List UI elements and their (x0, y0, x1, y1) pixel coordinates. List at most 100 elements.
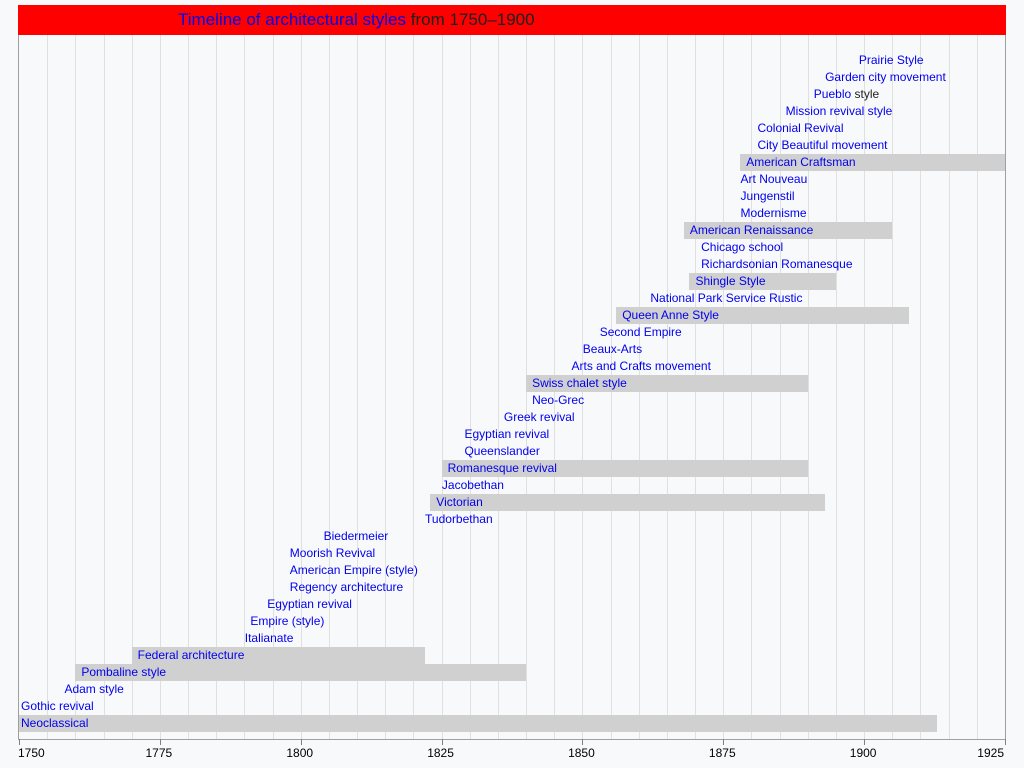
timeline-row: Italianate (239, 630, 240, 647)
timeline-row-label[interactable]: Romanesque revival (448, 460, 557, 477)
timeline-row-label[interactable]: Moorish Revival (290, 545, 375, 562)
timeline-row-label[interactable]: Jungenstil (741, 188, 795, 205)
timeline-row: Swiss chalet style (526, 375, 808, 392)
timeline-row: City Beautiful movement (751, 137, 752, 154)
timeline-row-label[interactable]: Adam style (64, 681, 123, 698)
timeline-row-label[interactable]: Greek revival (504, 409, 575, 426)
timeline-row: Garden city movement (819, 69, 820, 86)
timeline-row: Jungenstil (735, 188, 736, 205)
timeline-row-label[interactable]: Pombaline style (81, 664, 166, 681)
gridline (188, 35, 189, 739)
timeline-row: American Renaissance (684, 222, 892, 239)
timeline-row-label[interactable]: Pueblo style (814, 86, 879, 103)
x-axis-label: 1750 (18, 746, 45, 760)
timeline-row: Greek revival (498, 409, 499, 426)
gridline (216, 35, 217, 739)
timeline-row-label[interactable]: Art Nouveau (741, 171, 808, 188)
title-link[interactable]: Timeline of architectural styles (178, 10, 406, 29)
gridline (498, 35, 499, 739)
timeline-row-label[interactable]: Neoclassical (21, 715, 88, 732)
timeline-row-label[interactable]: Tudorbethan (425, 511, 493, 528)
timeline-row-label[interactable]: Second Empire (600, 324, 682, 341)
timeline-row-label[interactable]: Biedermeier (324, 528, 389, 545)
x-axis-label: 1775 (145, 746, 172, 760)
timeline-row: Egyptian revival (261, 596, 262, 613)
x-axis-label: 1900 (850, 746, 877, 760)
gridline (413, 35, 414, 739)
timeline-row-label[interactable]: Federal architecture (138, 647, 245, 664)
timeline-row-label[interactable]: Shingle Style (695, 273, 765, 290)
gridline (301, 35, 302, 739)
timeline-row-label[interactable]: Prairie Style (859, 52, 924, 69)
timeline-row: Colonial Revival (751, 120, 752, 137)
gridline (132, 35, 133, 739)
gridline (385, 35, 386, 739)
gridline (949, 35, 950, 739)
timeline-row-label[interactable]: Colonial Revival (757, 120, 843, 137)
timeline-row: Regency architecture (284, 579, 285, 596)
timeline-row: Chicago school (695, 239, 696, 256)
gridline (160, 35, 161, 739)
gridline (329, 35, 330, 739)
timeline-row: Prairie Style (853, 52, 854, 69)
title-suffix: from 1750–1900 (406, 10, 535, 29)
timeline-row-label[interactable]: American Craftsman (746, 154, 855, 171)
x-axis-label: 1925 (977, 746, 1004, 760)
timeline-row-label[interactable]: Modernisme (741, 205, 807, 222)
timeline-row-label[interactable]: Richardsonian Romanesque (701, 256, 852, 273)
timeline-row: Adam style (58, 681, 59, 698)
gridline (104, 35, 105, 739)
gridline (442, 35, 443, 739)
timeline-row-label[interactable]: Swiss chalet style (532, 375, 627, 392)
timeline-bar (430, 494, 824, 511)
timeline-row-label[interactable]: Jacobethan (442, 477, 504, 494)
timeline-row: Moorish Revival (284, 545, 285, 562)
timeline-row-label[interactable]: Egyptian revival (464, 426, 549, 443)
timeline-row-label[interactable]: Victorian (436, 494, 482, 511)
timeline-row: Gothic revival (19, 698, 20, 715)
timeline-row-label[interactable]: Chicago school (701, 239, 783, 256)
timeline-row: Second Empire (594, 324, 595, 341)
x-axis-label: 1850 (568, 746, 595, 760)
x-axis-label: 1875 (709, 746, 736, 760)
gridline (75, 35, 76, 739)
timeline-row-label[interactable]: Egyptian revival (267, 596, 352, 613)
x-axis: 17501775180018251850187519001925 (18, 740, 1006, 763)
timeline-row: Jacobethan (436, 477, 437, 494)
timeline-row-label[interactable]: Queenslander (464, 443, 539, 460)
timeline-row-label[interactable]: Queen Anne Style (622, 307, 719, 324)
timeline-bar (19, 715, 937, 732)
timeline-row: Richardsonian Romanesque (695, 256, 696, 273)
timeline-row-label[interactable]: American Renaissance (690, 222, 813, 239)
gridline (977, 35, 978, 739)
timeline-row-label[interactable]: Regency architecture (290, 579, 403, 596)
timeline-container: Timeline of architectural styles from 17… (18, 5, 1006, 763)
timeline-row: Pueblo style (808, 86, 809, 103)
timeline-row-label[interactable]: Mission revival style (786, 103, 893, 120)
timeline-row-label[interactable]: Beaux-Arts (583, 341, 642, 358)
timeline-row-label[interactable]: City Beautiful movement (757, 137, 887, 154)
timeline-row-label[interactable]: Neo-Grec (532, 392, 584, 409)
timeline-row: Egyptian revival (458, 426, 459, 443)
timeline-row-label[interactable]: Garden city movement (825, 69, 946, 86)
timeline-row: Neoclassical (19, 715, 937, 732)
timeline-row: Shingle Style (689, 273, 835, 290)
timeline-row: Biedermeier (318, 528, 319, 545)
timeline-row: American Empire (style) (284, 562, 285, 579)
timeline-row: Pombaline style (75, 664, 526, 681)
timeline-row: Neo-Grec (526, 392, 527, 409)
timeline-chart: Prairie StyleGarden city movementPueblo … (18, 35, 1006, 740)
timeline-row-label[interactable]: American Empire (style) (290, 562, 418, 579)
timeline-row-label[interactable]: Arts and Crafts movement (572, 358, 711, 375)
timeline-row: Romanesque revival (442, 460, 808, 477)
timeline-row-label[interactable]: Italianate (245, 630, 294, 647)
x-axis-label: 1825 (427, 746, 454, 760)
timeline-row: Arts and Crafts movement (566, 358, 567, 375)
title-bar: Timeline of architectural styles from 17… (18, 5, 1006, 35)
gridline (892, 35, 893, 739)
timeline-row-label[interactable]: Gothic revival (21, 698, 94, 715)
timeline-row-label[interactable]: National Park Service Rustic (650, 290, 802, 307)
timeline-row: American Craftsman (740, 154, 1005, 171)
gridline (357, 35, 358, 739)
timeline-row-label[interactable]: Empire (style) (250, 613, 324, 630)
